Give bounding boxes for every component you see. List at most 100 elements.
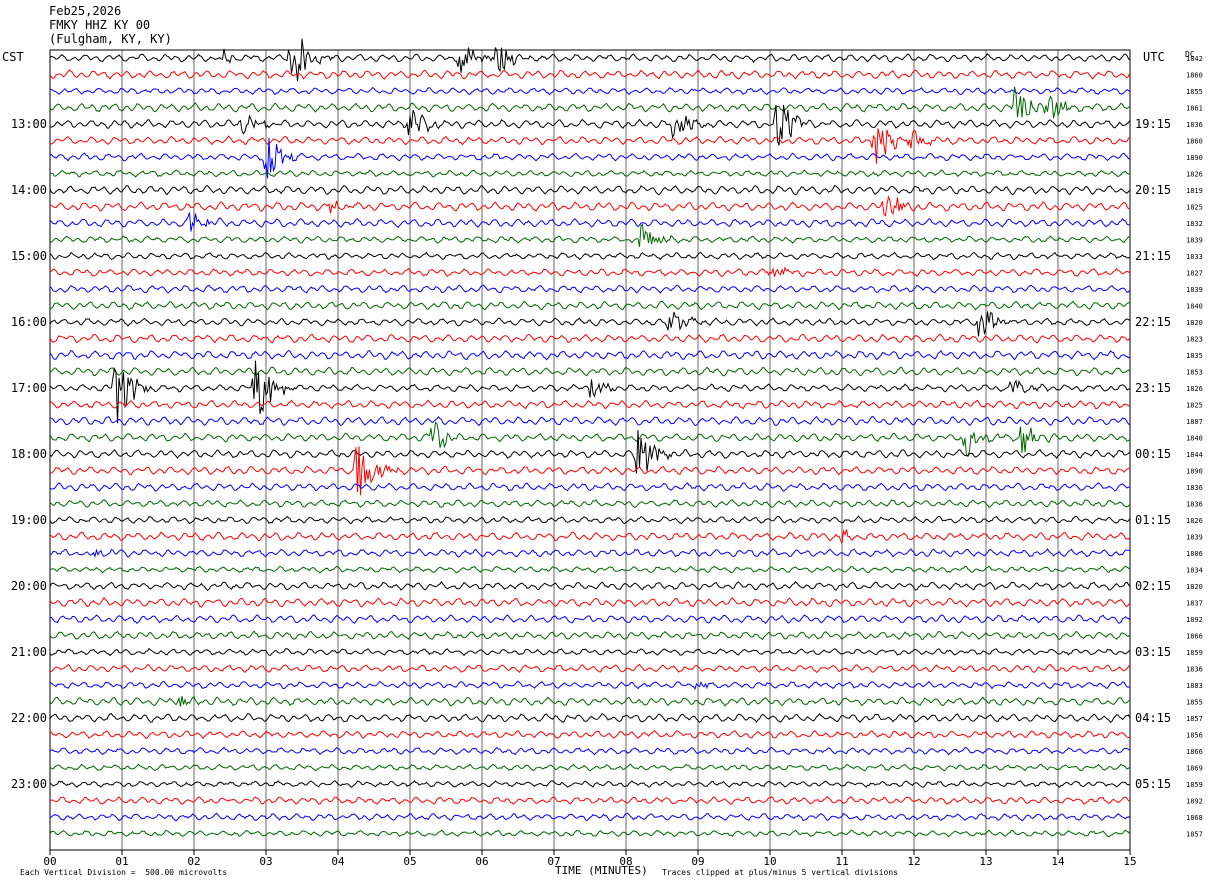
x-tick-label: 09 (691, 855, 704, 868)
dc-offset-label: 1883 (1186, 682, 1203, 690)
trace-line (49, 630, 1131, 641)
x-tick-label: 01 (115, 855, 128, 868)
trace-line (49, 300, 1131, 311)
dc-offset-label: 1826 (1186, 517, 1203, 525)
trace-line (49, 430, 1131, 474)
dc-offset-label: 1855 (1186, 699, 1203, 707)
trace-line (49, 647, 1131, 657)
dc-offset-label: 1820 (1186, 319, 1203, 327)
trace-line (49, 581, 1131, 591)
dc-offset-label: 1857 (1186, 715, 1203, 723)
x-tick-label: 15 (1123, 855, 1136, 868)
left-time-label: 17:00 (11, 381, 47, 395)
dc-offset-label: 1839 (1186, 534, 1203, 542)
x-tick-label: 11 (835, 855, 848, 868)
trace-line (49, 680, 1131, 691)
trace-line (49, 69, 1131, 80)
dc-offset-label: 1857 (1186, 831, 1203, 839)
right-time-label: 22:15 (1135, 315, 1171, 329)
x-tick-label: 06 (475, 855, 488, 868)
dc-offset-label: 1855 (1186, 88, 1203, 96)
x-tick-label: 12 (907, 855, 920, 868)
dc-offset-label: 1890 (1186, 154, 1203, 162)
left-time-label: 23:00 (11, 777, 47, 791)
right-timezone-label: UTC (1143, 50, 1165, 64)
dc-offset-label: 1837 (1186, 600, 1203, 608)
dc-offset-label: 1807 (1186, 418, 1203, 426)
clip-note: Traces clipped at plus/minus 5 vertical … (662, 868, 899, 877)
dc-offset-label: 1839 (1186, 286, 1203, 294)
x-tick-label: 07 (547, 855, 560, 868)
left-time-label: 22:00 (11, 711, 47, 725)
dc-offset-label: 1827 (1186, 270, 1203, 278)
right-time-label: 23:15 (1135, 381, 1171, 395)
dc-offset-label: 1836 (1186, 501, 1203, 509)
trace-line (49, 399, 1131, 410)
right-time-label: 03:15 (1135, 645, 1171, 659)
trace-line (49, 251, 1131, 261)
right-time-label: 02:15 (1135, 579, 1171, 593)
plot-frame (49, 49, 1131, 851)
dc-offset-label: 1892 (1186, 798, 1203, 806)
trace-line (49, 104, 1131, 146)
dc-offset-label: 1834 (1186, 567, 1203, 575)
dc-offset-label: 1836 (1186, 666, 1203, 674)
dc-offset-label: 1860 (1186, 138, 1203, 146)
dc-offset-label: 1859 (1186, 781, 1203, 789)
trace-line (49, 446, 1131, 496)
trace-line (50, 195, 1130, 217)
dc-offset-label: 1860 (1186, 72, 1203, 80)
trace-line (49, 763, 1131, 772)
trace-line (49, 596, 1131, 608)
left-time-label: 18:00 (11, 447, 47, 461)
x-tick-label: 08 (619, 855, 632, 868)
trace-line (49, 421, 1131, 457)
dc-offset-label: 1868 (1186, 814, 1203, 822)
trace-line (49, 184, 1131, 196)
trace-line (49, 169, 1131, 178)
trace-line (49, 137, 1131, 179)
trace-line (49, 829, 1131, 838)
right-time-label: 04:15 (1135, 711, 1171, 725)
dc-offset-label: 1866 (1186, 748, 1203, 756)
trace-line (49, 548, 1131, 558)
trace-line (49, 38, 1131, 82)
dc-offset-label: 1835 (1186, 352, 1203, 360)
dc-offset-label: 1844 (1186, 451, 1203, 459)
dc-offset-label: 1890 (1186, 468, 1203, 476)
trace-line (49, 498, 1131, 509)
trace-line (49, 695, 1131, 707)
right-time-label: 00:15 (1135, 447, 1171, 461)
dc-offset-label: 1861 (1186, 105, 1203, 113)
right-time-label: 05:15 (1135, 777, 1171, 791)
dc-offset-label: 1825 (1186, 204, 1203, 212)
station-location: (Fulgham, KY, KY) (49, 32, 172, 46)
dc-offset-label: 1825 (1186, 402, 1203, 410)
x-tick-label: 13 (979, 855, 992, 868)
trace-line (49, 780, 1131, 789)
x-tick-label: 02 (187, 855, 200, 868)
trace-line (49, 86, 1131, 96)
trace-line (49, 565, 1131, 574)
trace-line (50, 614, 1131, 625)
x-tick-label: 10 (763, 855, 776, 868)
right-time-label: 20:15 (1135, 183, 1171, 197)
trace-line (49, 212, 1131, 232)
trace-line (49, 333, 1131, 344)
dc-offset-label: 1866 (1186, 633, 1203, 641)
dc-offset-label: 1836 (1186, 121, 1203, 129)
dc-column-label: DC (1185, 50, 1195, 59)
left-time-label: 15:00 (11, 249, 47, 263)
dc-offset-label: 1842 (1186, 55, 1203, 63)
trace-line (49, 663, 1131, 674)
dc-offset-label: 1832 (1186, 220, 1203, 228)
dc-offset-label: 1839 (1186, 237, 1203, 245)
dc-offset-label: 1859 (1186, 649, 1203, 657)
trace-line (49, 266, 1131, 278)
trace-line (49, 223, 1131, 247)
trace-line (49, 712, 1131, 723)
x-tick-label: 03 (259, 855, 272, 868)
trace-line (49, 415, 1131, 427)
scale-note: Each Vertical Division = 500.00 microvol… (20, 868, 228, 877)
